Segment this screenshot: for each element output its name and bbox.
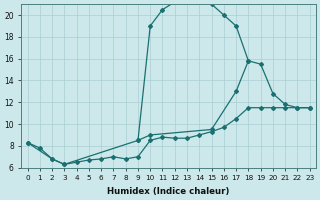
X-axis label: Humidex (Indice chaleur): Humidex (Indice chaleur) xyxy=(108,187,230,196)
